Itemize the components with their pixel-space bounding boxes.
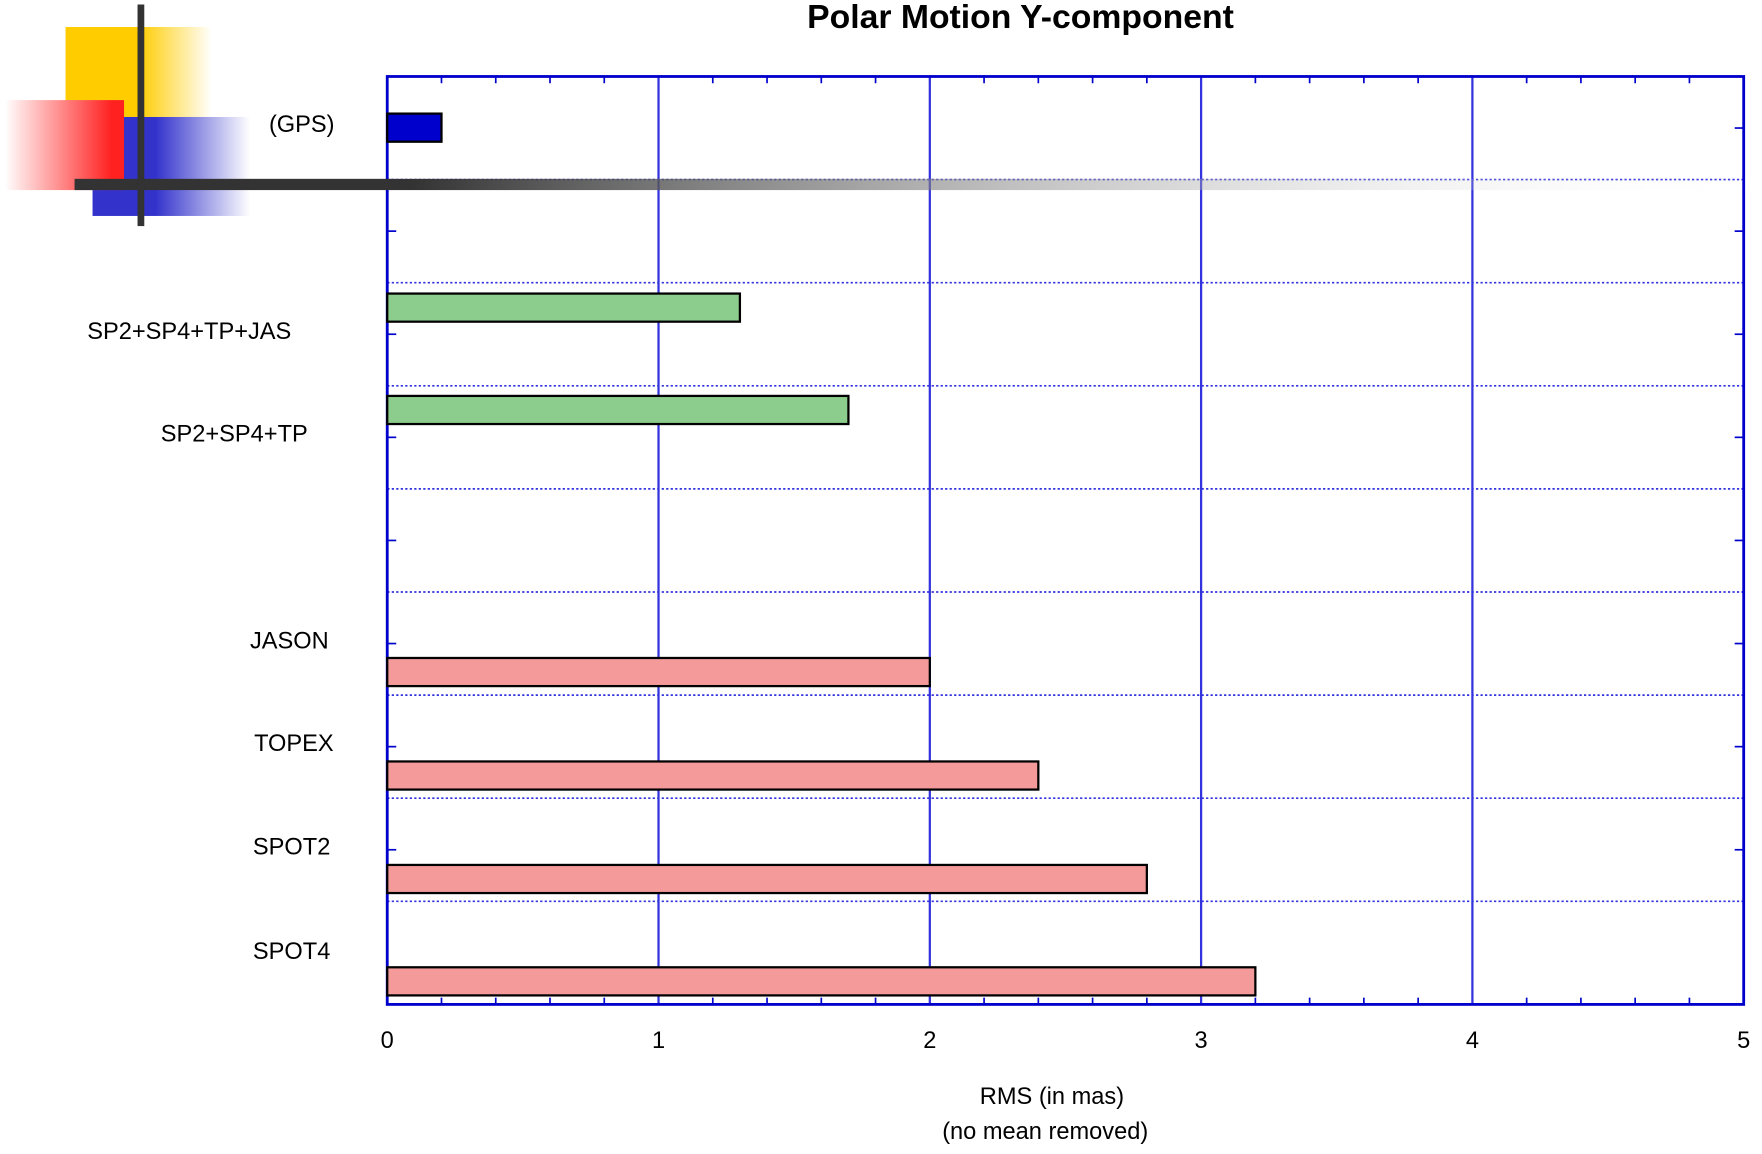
x-axis-label: (no mean removed) [942,1119,1148,1145]
bar [387,294,740,322]
y-tick-label: TOPEX [254,731,334,757]
x-tick-label: 5 [1737,1028,1750,1054]
x-tick-label: 4 [1466,1028,1479,1054]
bar [387,396,848,424]
y-tick-label: SP2+SP4+TP+JAS [87,319,291,345]
chart-title: Polar Motion Y-component [807,0,1234,36]
x-tick-label: 1 [652,1028,665,1054]
bar [387,967,1255,995]
y-tick-label: JASON [250,628,329,654]
slide: Polar Motion Y-component 0 1 2 3 4 5 (GPS) SP2+… [0,0,1762,1154]
bar [387,761,1038,789]
x-tick-label: 0 [381,1028,394,1054]
bar [387,865,1147,893]
y-tick-label: SP2+SP4+TP [161,422,308,448]
y-tick-label: SPOT4 [253,939,330,965]
x-tick-label: 3 [1195,1028,1208,1054]
x-axis-label: RMS (in mas) [980,1084,1124,1110]
y-tick-label: (GPS) [269,112,335,138]
plot-area: 0 1 2 3 4 5 (GPS) SP2+SP4+TP+JAS SP2+SP4+TP JASON… [87,76,1750,1053]
bar [387,114,441,142]
y-tick-label: SPOT2 [253,834,330,860]
bar [387,658,930,686]
x-tick-label: 2 [923,1028,936,1054]
